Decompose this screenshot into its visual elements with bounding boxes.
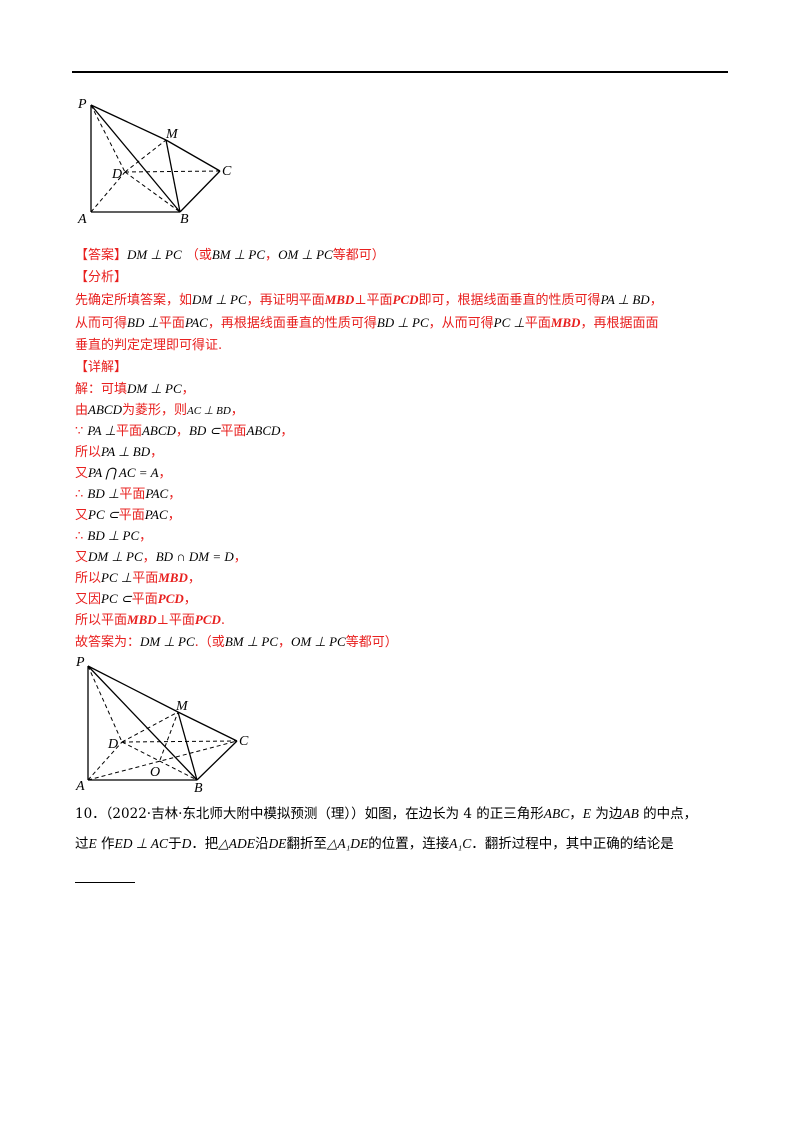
- analysis-line-1: 先确定所填答案，如DM ⊥ PC，再证明平面MBD⊥平面PCD即可，根据线面垂直…: [75, 292, 663, 308]
- edge-PD: [87, 665, 123, 743]
- edge-AC: [87, 740, 238, 781]
- edge-OM: [159, 711, 179, 761]
- analysis-line-3: 垂直的判定定理即可得证.: [75, 338, 223, 353]
- detail-tag: 【详解】: [75, 360, 128, 375]
- edge-PM: [90, 104, 167, 141]
- analysis-line-2: 从而可得BD ⊥平面PAC，再根据线面垂直的性质可得BD ⊥ PC，从而可得PC…: [75, 315, 659, 331]
- edge-DB: [124, 171, 181, 213]
- label-P: P: [75, 655, 85, 670]
- edge-DC: [124, 170, 221, 173]
- detail-line-10: 所以PC ⊥平面MBD，: [75, 570, 201, 586]
- detail-line-11: 又因PC ⊂平面PCD，: [75, 591, 197, 607]
- figure-pyramid-2: P M D C O A B: [75, 655, 249, 792]
- edge-MC: [177, 711, 238, 742]
- label-B: B: [194, 781, 203, 792]
- edge-DM: [121, 711, 179, 743]
- edge-MC: [165, 139, 221, 172]
- edge-BC: [179, 170, 221, 213]
- answer-blank: [75, 882, 135, 883]
- label-P: P: [77, 97, 87, 112]
- edge-BC: [196, 740, 238, 781]
- header-rule: [72, 71, 728, 73]
- detail-line-8: ∴ BD ⊥ PC，: [75, 528, 153, 544]
- label-M: M: [165, 127, 179, 142]
- answer-tag: 【答案】: [75, 248, 128, 263]
- detail-line-3: ∵ PA ⊥平面ABCD，BD ⊂平面ABCD，: [75, 423, 294, 439]
- detail-line-4: 所以PA ⊥ BD，: [75, 444, 164, 460]
- answer-line: 【答案】DM ⊥ PC （或BM ⊥ PC，OM ⊥ PC等都可）: [75, 247, 385, 263]
- edge-PM: [87, 665, 179, 713]
- edge-DC: [121, 740, 238, 743]
- edge-PB: [87, 665, 198, 781]
- edge-MB: [165, 139, 181, 213]
- label-D: D: [111, 167, 122, 182]
- label-A: A: [77, 212, 87, 227]
- edge-AD: [87, 741, 123, 781]
- label-M: M: [175, 699, 189, 714]
- detail-line-2: 由ABCD为菱形，则AC ⊥ BD，: [75, 402, 244, 418]
- figure-pyramid-1: P M D C A B: [77, 97, 232, 227]
- label-O: O: [150, 765, 160, 780]
- edge-PB: [90, 104, 181, 213]
- detail-line-5: 又PA ⋂ AC = A，: [75, 465, 172, 481]
- label-A: A: [75, 779, 85, 792]
- edge-MB: [177, 711, 198, 781]
- detail-line-6: ∴ BD ⊥平面PAC，: [75, 486, 182, 502]
- detail-line-9: 又DM ⊥ PC，BD ∩ DM = D，: [75, 549, 247, 565]
- detail-line-12: 所以平面MBD⊥平面PCD.: [75, 612, 226, 628]
- detail-line-13: 故答案为：DM ⊥ PC.（或BM ⊥ PC，OM ⊥ PC等都可）: [75, 634, 398, 650]
- detail-line-1: 解：可填DM ⊥ PC，: [75, 381, 195, 397]
- edge-AD: [90, 171, 126, 213]
- analysis-tag: 【分析】: [75, 270, 128, 285]
- label-C: C: [239, 734, 249, 749]
- edge-DM: [124, 139, 167, 173]
- label-D: D: [107, 737, 118, 752]
- label-B: B: [180, 212, 189, 227]
- edge-PD: [90, 104, 126, 173]
- label-C: C: [222, 164, 232, 179]
- detail-line-7: 又PC ⊂平面PAC，: [75, 507, 181, 523]
- problem-10-line-2: 过E 作ED ⊥ AC于D．把△ADE沿DE翻折至△A₁DE的位置，连接A₁C．…: [75, 836, 674, 852]
- problem-10-line-1: 10．（2022·吉林·东北师大附中模拟预测（理））如图，在边长为 4 的正三角…: [75, 806, 698, 822]
